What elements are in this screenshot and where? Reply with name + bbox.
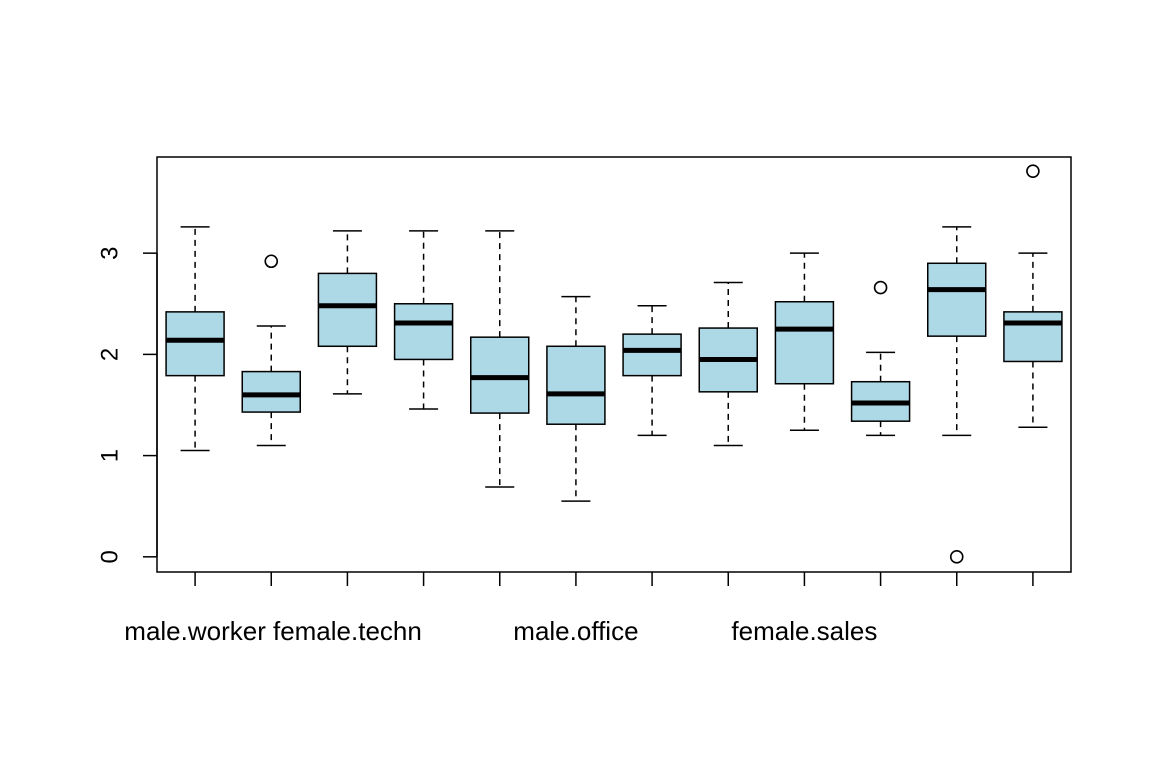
outlier-point	[949, 550, 964, 564]
plot-frame	[156, 156, 1072, 573]
box-group	[470, 230, 530, 488]
box-body	[927, 262, 987, 337]
box-body	[774, 300, 835, 385]
box-group	[698, 281, 758, 447]
outlier-point	[1026, 164, 1040, 178]
box-group	[165, 226, 225, 452]
box-group	[1003, 164, 1063, 429]
y-tick-label: 0	[97, 550, 124, 563]
outlier-point	[873, 280, 888, 295]
box-group	[546, 295, 606, 502]
y-axis: 0 1 2 3	[97, 246, 158, 563]
box-group	[393, 230, 454, 410]
box-group	[927, 226, 987, 564]
x-axis: male.worker female.techn male.office female…	[124, 572, 1034, 646]
box-body	[1003, 311, 1063, 363]
x-tick-label: female.techn	[273, 616, 422, 646]
y-tick-label: 1	[97, 449, 124, 462]
x-tick-label: male.office	[513, 616, 638, 646]
box-group	[850, 280, 911, 437]
y-tick-label: 2	[97, 348, 124, 361]
outlier-point	[264, 254, 279, 269]
box-group	[774, 252, 835, 432]
x-tick-label: male.worker	[124, 616, 266, 646]
x-tick-label: female.sales	[731, 616, 877, 646]
box-body	[393, 303, 454, 361]
box-body	[165, 311, 225, 377]
box-group	[317, 230, 378, 395]
box-body	[622, 333, 682, 377]
box-group	[622, 305, 682, 437]
box-body	[241, 370, 301, 413]
box-body	[317, 272, 378, 348]
box-group	[241, 254, 301, 447]
y-tick-label: 3	[97, 246, 124, 259]
box-body	[546, 345, 606, 425]
boxes-layer	[165, 164, 1063, 564]
box-body	[470, 336, 530, 414]
